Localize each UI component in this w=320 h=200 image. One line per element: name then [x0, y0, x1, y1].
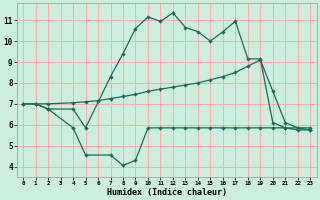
- X-axis label: Humidex (Indice chaleur): Humidex (Indice chaleur): [107, 188, 227, 197]
